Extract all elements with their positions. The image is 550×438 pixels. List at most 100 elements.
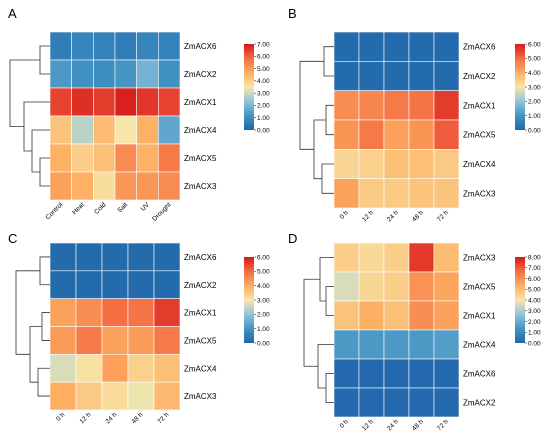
colorbar-tick-label: 0.00 bbox=[257, 127, 270, 134]
dendrogram-branch bbox=[39, 157, 50, 187]
dendrogram-branch bbox=[37, 367, 50, 397]
heatmap-cell bbox=[408, 31, 435, 62]
heatmap-cell bbox=[75, 326, 103, 355]
colorbar-tick-label: 4.00 bbox=[257, 283, 270, 290]
row-label: ZmACX4 bbox=[184, 126, 217, 135]
heatmap-cell bbox=[408, 358, 435, 389]
heatmap-cell bbox=[333, 271, 360, 302]
heatmap-cell bbox=[333, 300, 360, 331]
colorbar-tick-label: 3.00 bbox=[528, 308, 541, 315]
heatmap-cell bbox=[408, 119, 435, 150]
colorbar-tick-label: 8.00 bbox=[528, 254, 541, 261]
heatmap-cell bbox=[93, 59, 116, 89]
heatmap-cell bbox=[49, 381, 77, 411]
heatmap-cell bbox=[408, 178, 435, 209]
row-label: ZmACX6 bbox=[463, 370, 496, 379]
heatmap-cell bbox=[101, 298, 129, 327]
heatmap-cell bbox=[408, 387, 435, 418]
heatmap-cell bbox=[49, 242, 77, 272]
heatmap-cell bbox=[75, 298, 103, 327]
row-label: ZmACX1 bbox=[463, 101, 496, 110]
heatmap-cell bbox=[333, 31, 360, 62]
heatmap-cell bbox=[153, 381, 181, 411]
heatmap-cell bbox=[101, 242, 129, 272]
row-label: ZmACX5 bbox=[463, 131, 496, 140]
column-label: Heat bbox=[71, 201, 86, 216]
heatmap-panel-d: D ZmACX3 ZmACX5 ZmACX1 ZmACX4 ZmACX6 ZmACX2 0 h… bbox=[288, 231, 541, 432]
dendrogram-branch bbox=[41, 312, 50, 341]
heatmap-cell bbox=[49, 59, 72, 89]
heatmap-cell bbox=[49, 143, 72, 173]
heatmap-cell bbox=[333, 119, 360, 150]
heatmap-cell bbox=[358, 90, 385, 121]
colorbar-tick-label: 0.00 bbox=[528, 127, 541, 134]
column-label: Salt bbox=[116, 201, 129, 214]
heatmap-cell bbox=[408, 242, 435, 273]
heatmap-cell bbox=[114, 115, 137, 145]
heatmap-cell bbox=[358, 271, 385, 302]
row-label: ZmACX4 bbox=[463, 160, 496, 169]
column-label: 48 h bbox=[131, 411, 145, 425]
colorbar bbox=[515, 44, 525, 130]
colorbar bbox=[515, 257, 525, 343]
heatmap-cell bbox=[383, 387, 410, 418]
heatmap-cell bbox=[158, 87, 181, 117]
dendrogram-branch bbox=[321, 163, 334, 194]
heatmap-cell bbox=[358, 387, 385, 418]
heatmap-cell bbox=[383, 61, 410, 91]
colorbar-tick-label: 6.00 bbox=[257, 254, 270, 261]
column-label: 72 h bbox=[436, 418, 450, 432]
row-label: ZmACX3 bbox=[184, 392, 217, 401]
row-label: ZmACX5 bbox=[184, 336, 217, 345]
heatmap-cell bbox=[408, 149, 435, 179]
heatmap-cell bbox=[71, 87, 94, 117]
dendrogram-branch bbox=[323, 46, 334, 77]
heatmap-cell bbox=[383, 178, 410, 209]
heatmap-cell bbox=[333, 149, 360, 179]
dendrogram-branch bbox=[39, 45, 50, 75]
colorbar-tick-label: 2.00 bbox=[257, 312, 270, 319]
heatmap-cell bbox=[114, 171, 137, 201]
heatmap-cell bbox=[127, 354, 155, 383]
heatmap-cell bbox=[333, 387, 360, 418]
column-label: UV bbox=[140, 201, 152, 213]
heatmap-cell bbox=[383, 358, 410, 389]
heatmap-cell bbox=[153, 354, 181, 383]
colorbar-tick-label: 3.00 bbox=[257, 297, 270, 304]
heatmap-cell bbox=[408, 271, 435, 302]
row-label: ZmACX6 bbox=[463, 43, 496, 52]
row-label: ZmACX3 bbox=[463, 189, 496, 198]
heatmap-cell bbox=[136, 87, 159, 117]
heatmap-cell bbox=[358, 300, 385, 331]
colorbar-tick-label: 6.00 bbox=[528, 276, 541, 283]
heatmap-cell bbox=[358, 358, 385, 389]
dendrogram-branch bbox=[325, 286, 334, 316]
dendrogram-branch bbox=[325, 373, 334, 403]
row-label: ZmACX2 bbox=[463, 72, 496, 81]
heatmap-panel-a: A ZmACX6 ZmACX2 ZmACX1 ZmACX4 ZmACX5 ZmACX3 Con… bbox=[8, 6, 270, 223]
colorbar-tick-label: 2.00 bbox=[528, 99, 541, 106]
heatmap-cell bbox=[114, 87, 137, 117]
heatmap-cell bbox=[358, 329, 385, 360]
heatmap-cell bbox=[49, 298, 77, 327]
heatmap-cell bbox=[383, 300, 410, 331]
colorbar-tick-label: 7.00 bbox=[257, 41, 270, 48]
column-label: 72 h bbox=[157, 411, 171, 425]
heatmap-cell bbox=[49, 171, 72, 201]
heatmap-cell bbox=[153, 270, 181, 299]
row-label: ZmACX2 bbox=[184, 70, 217, 79]
colorbar-tick-label: 2.00 bbox=[528, 319, 541, 326]
heatmap-cell bbox=[136, 143, 159, 173]
column-label: 12 h bbox=[361, 418, 375, 432]
row-label: ZmACX2 bbox=[463, 399, 496, 408]
column-label: 12 h bbox=[361, 209, 375, 223]
heatmap-cell bbox=[75, 242, 103, 272]
dendrogram-branch bbox=[29, 326, 42, 383]
heatmap-cell bbox=[358, 242, 385, 273]
heatmap-cell bbox=[71, 31, 94, 61]
heatmap-cell bbox=[49, 326, 77, 355]
heatmap-cell bbox=[158, 115, 181, 145]
heatmap-cell bbox=[433, 300, 460, 331]
colorbar-tick-label: 6.00 bbox=[257, 54, 270, 61]
